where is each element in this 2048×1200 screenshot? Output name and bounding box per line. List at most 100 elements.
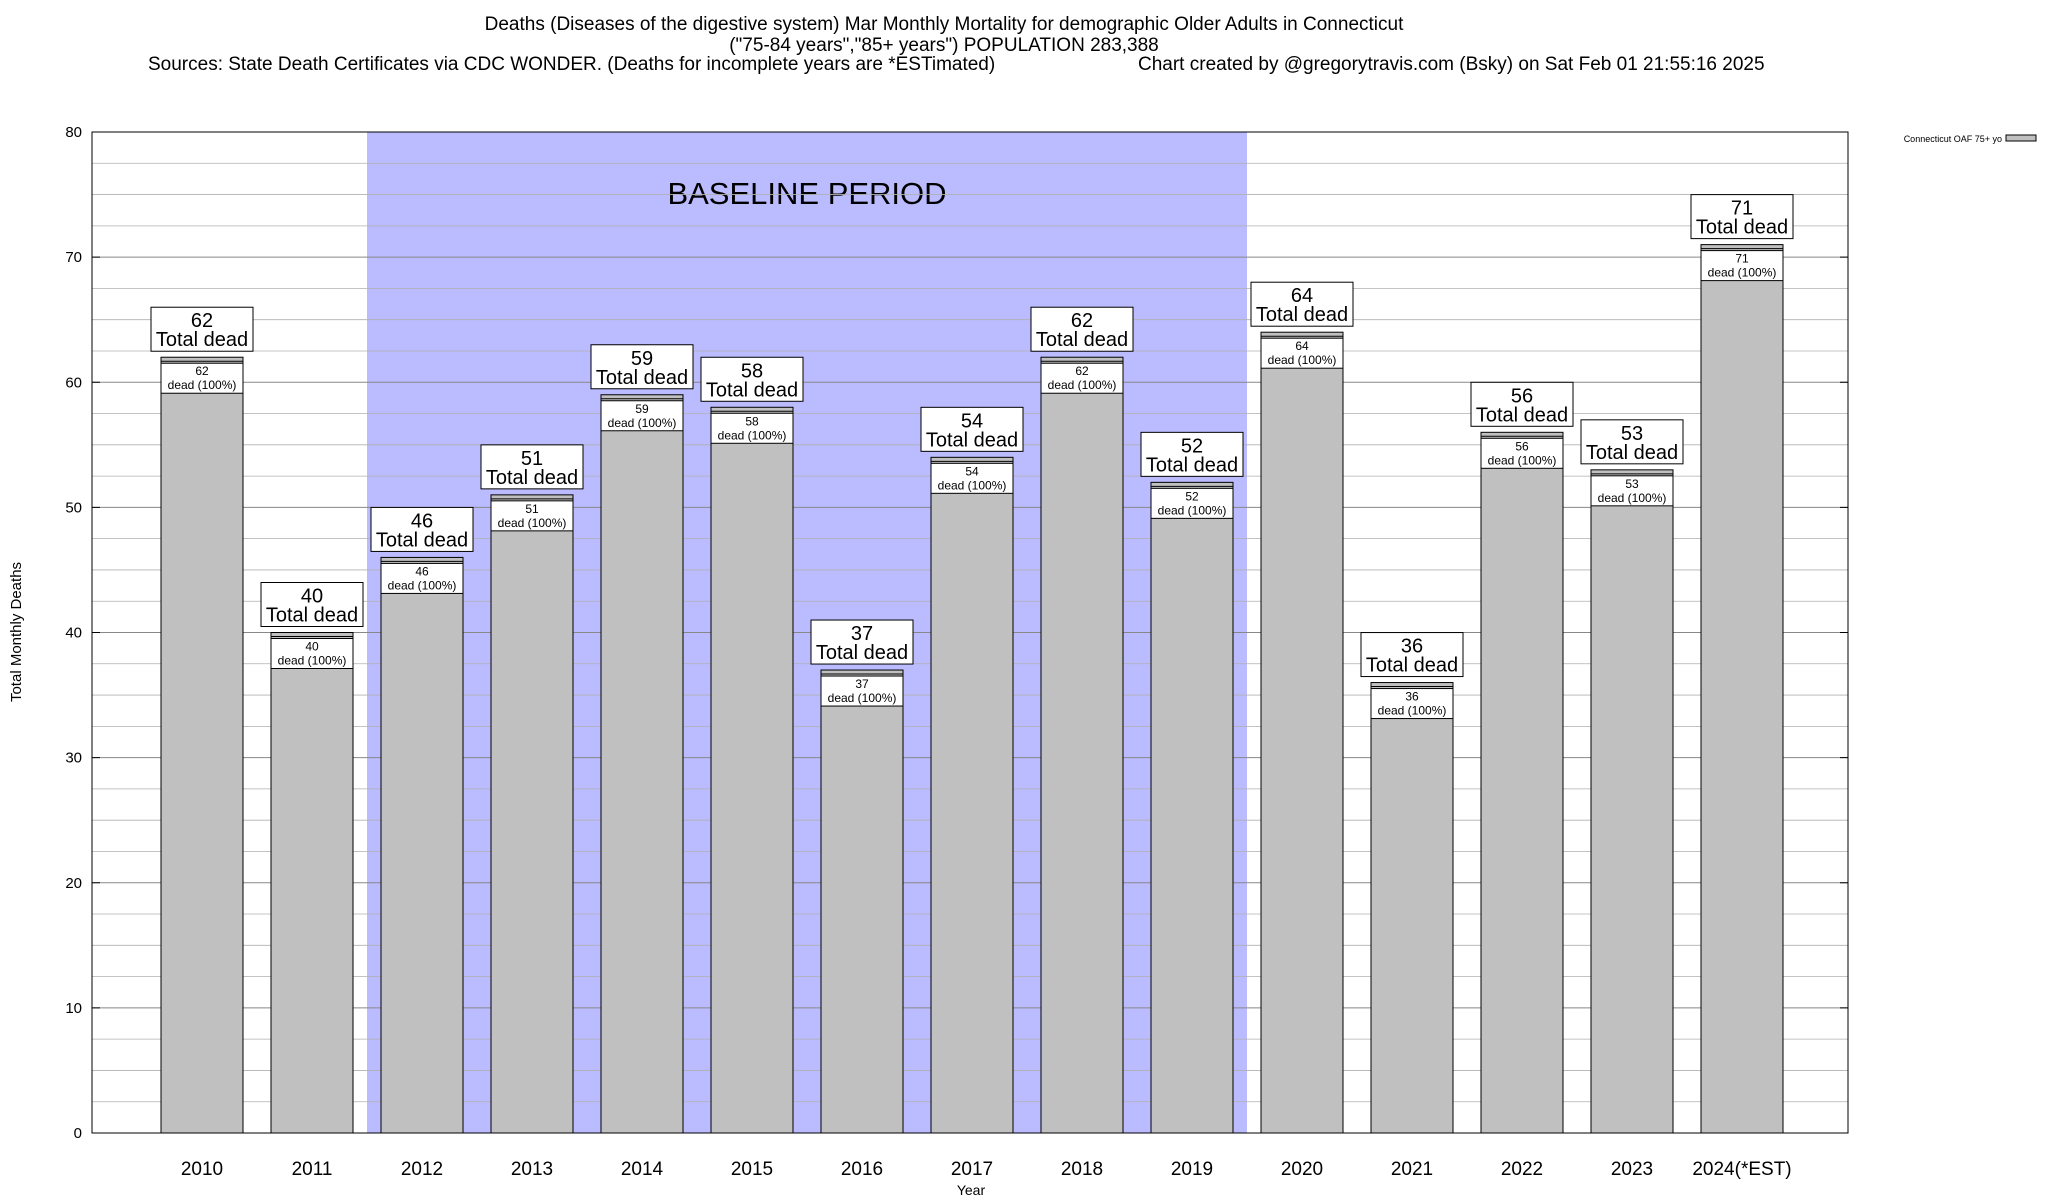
inner-label-value: 46 [415, 564, 429, 578]
chart-credit: Chart created by @gregorytravis.com (Bsk… [1138, 54, 1765, 75]
total-label-text: Total dead [266, 605, 358, 627]
total-label-box [1580, 419, 1684, 465]
total-label-text: Total dead [1036, 329, 1128, 351]
inner-label-box [380, 562, 464, 594]
inner-label-value: 56 [1515, 439, 1529, 453]
inner-label-box [1370, 688, 1454, 720]
inner-label-box [600, 400, 684, 432]
inner-label-value: 52 [1185, 489, 1199, 503]
x-tick-label: 2019 [1171, 1159, 1213, 1180]
total-label-box [1690, 194, 1794, 240]
total-label-value: 64 [1291, 285, 1313, 307]
total-label-value: 71 [1731, 198, 1753, 220]
x-tick-label: 2018 [1061, 1159, 1103, 1180]
inner-label-text: dead (100%) [388, 578, 457, 592]
total-label-box [590, 344, 694, 390]
bar [820, 669, 904, 1134]
bar [930, 456, 1014, 1134]
inner-label-box [930, 462, 1014, 494]
total-label-box [1030, 306, 1134, 352]
inner-label-value: 58 [745, 414, 759, 428]
legend-swatch [2005, 134, 2037, 142]
x-tick-label: 2016 [841, 1159, 883, 1180]
inner-label-value: 62 [1075, 364, 1089, 378]
plot-frame [91, 131, 1849, 1134]
total-label-value: 54 [961, 410, 983, 432]
inner-label-text: dead (100%) [938, 478, 1007, 492]
total-label-box [1360, 632, 1464, 678]
inner-label-value: 59 [635, 402, 649, 416]
bar [380, 556, 464, 1134]
inner-label-box [160, 362, 244, 394]
total-label-box [1140, 431, 1244, 477]
inner-label-text: dead (100%) [828, 691, 897, 705]
total-label-box [1470, 381, 1574, 427]
chart-title-line2: ("75-84 years","85+ years") POPULATION 2… [729, 35, 1159, 56]
total-label-value: 58 [741, 360, 763, 382]
total-label-box [260, 582, 364, 627]
total-label-box [920, 406, 1024, 452]
total-label-value: 62 [191, 310, 213, 332]
y-axis-label: Total Monthly Deaths [8, 562, 25, 702]
x-tick-label: 2011 [292, 1159, 333, 1180]
inner-label-text: dead (100%) [718, 428, 787, 442]
total-label-text: Total dead [1366, 655, 1458, 677]
x-tick-label: 2024(*EST) [1692, 1159, 1791, 1180]
total-label-box [480, 444, 584, 490]
total-label-value: 56 [1511, 385, 1533, 407]
x-tick-label: 2022 [1501, 1159, 1543, 1180]
total-label-box [1250, 281, 1354, 327]
inner-label-text: dead (100%) [1598, 491, 1667, 505]
inner-label-value: 54 [965, 464, 979, 478]
bar [270, 632, 354, 1134]
x-tick-label: 2023 [1611, 1159, 1653, 1180]
total-label-text: Total dead [156, 329, 248, 351]
inner-label-value: 51 [525, 502, 539, 516]
inner-label-value: 53 [1625, 477, 1639, 491]
inner-label-value: 37 [855, 677, 869, 691]
y-tick-label: 40 [65, 625, 82, 642]
total-label-box [700, 356, 804, 402]
y-tick-label: 50 [65, 499, 82, 516]
total-label-text: Total dead [596, 367, 688, 389]
y-tick-label: 0 [74, 1125, 82, 1142]
bar [1040, 356, 1124, 1134]
x-tick-label: 2015 [731, 1159, 773, 1180]
total-label-box [810, 619, 914, 665]
inner-label-box [820, 675, 904, 707]
total-label-text: Total dead [376, 529, 468, 551]
inner-label-text: dead (100%) [1048, 378, 1117, 392]
inner-label-value: 64 [1295, 339, 1309, 353]
total-label-text: Total dead [706, 379, 798, 401]
inner-label-text: dead (100%) [168, 378, 237, 392]
x-tick-label: 2021 [1391, 1159, 1433, 1180]
inner-label-box [270, 638, 354, 669]
inner-label-value: 62 [195, 364, 209, 378]
total-label-text: Total dead [1586, 442, 1678, 464]
inner-label-text: dead (100%) [1488, 453, 1557, 467]
x-tick-label: 2010 [181, 1159, 223, 1180]
x-tick-label: 2017 [951, 1159, 993, 1180]
y-tick-label: 10 [65, 1000, 82, 1017]
